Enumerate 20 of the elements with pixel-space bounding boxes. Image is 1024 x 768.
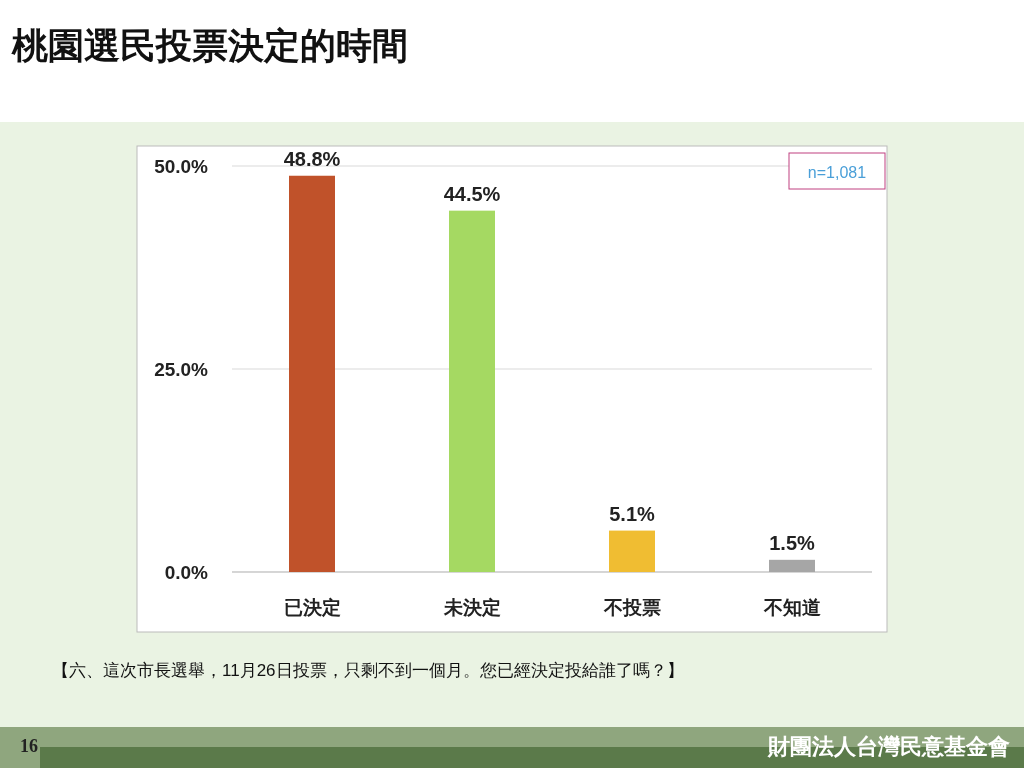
x-tick-label: 不投票 bbox=[602, 597, 661, 618]
annotation: n=1,081 bbox=[807, 164, 867, 181]
data-label: 44.5% bbox=[443, 182, 501, 205]
y-tick-label: 50.0% bbox=[154, 156, 209, 177]
x-tick-label: 未決定 bbox=[442, 597, 501, 618]
text: 財團法人台灣民意基金會 bbox=[767, 734, 1010, 759]
bar bbox=[449, 210, 495, 572]
bar bbox=[609, 530, 655, 572]
text: 【六、這次市長選舉，11月26日投票，只剩不到一個月。您已經決定投給誰了嗎？】 bbox=[52, 661, 684, 680]
x-tick-label: 已決定 bbox=[283, 597, 341, 618]
text: 16 bbox=[20, 736, 38, 756]
data-label: 1.5% bbox=[769, 531, 816, 554]
data-label: 5.1% bbox=[609, 502, 656, 525]
y-tick-label: 25.0% bbox=[154, 359, 209, 380]
data-label: 48.8% bbox=[283, 147, 341, 170]
y-tick-label: 0.0% bbox=[164, 562, 209, 583]
x-tick-label: 不知道 bbox=[762, 597, 821, 618]
chart-title: 桃園選民投票決定的時間 bbox=[11, 25, 408, 66]
bar bbox=[289, 175, 335, 572]
bar bbox=[769, 559, 815, 572]
